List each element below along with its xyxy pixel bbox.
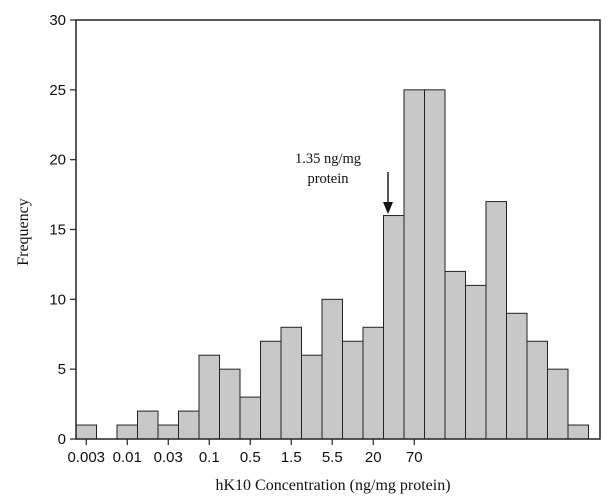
x-tick-label-3: 0.1 (199, 449, 220, 466)
x-tick-label-1: 0.01 (113, 449, 142, 466)
bar-18 (444, 270, 466, 440)
bar-7 (219, 368, 241, 440)
bar-16 (403, 89, 425, 440)
bar-19 (465, 284, 487, 440)
y-axis-ticks: 0 5 10 15 20 25 30 (49, 12, 76, 448)
x-tick-label-6: 5.5 (322, 449, 343, 466)
x-tick-label-7: 20 (365, 449, 382, 466)
x-tick-label-8: 70 (406, 449, 423, 466)
bars-group (75, 89, 589, 440)
bar-23 (547, 368, 569, 440)
annotation-line-2: protein (307, 171, 349, 187)
annotation-line-1: 1.35 ng/mg (295, 151, 361, 167)
y-tick-label-5: 5 (58, 361, 66, 378)
y-tick-label-0: 0 (58, 431, 66, 448)
y-tick-label-15: 15 (49, 222, 66, 239)
bar-5 (178, 410, 200, 440)
bar-22 (526, 340, 548, 440)
y-tick-label-30: 30 (49, 12, 66, 29)
bar-2 (116, 424, 138, 440)
bar-20 (485, 201, 507, 440)
bar-3 (137, 410, 159, 440)
x-axis-ticks: 0.003 0.01 0.03 0.1 0.5 1.5 5.5 20 70 (67, 439, 423, 466)
bar-12 (321, 298, 343, 440)
y-axis-title: Frequency (15, 198, 32, 266)
bar-8 (239, 396, 261, 440)
x-axis-title: hK10 Concentration (ng/mg protein) (215, 477, 450, 494)
bar-4 (157, 424, 179, 440)
x-tick-label-2: 0.03 (154, 449, 183, 466)
x-tick-label-4: 0.5 (240, 449, 261, 466)
y-tick-label-20: 20 (49, 152, 66, 169)
bar-14 (362, 326, 384, 440)
y-tick-label-10: 10 (49, 291, 66, 308)
bar-11 (301, 354, 323, 440)
annotation-arrow-head (383, 202, 393, 214)
bar-24 (567, 424, 589, 440)
annotation: 1.35 ng/mg protein (295, 151, 393, 214)
bar-15 (383, 215, 405, 440)
bar-10 (280, 326, 302, 440)
x-tick-label-5: 1.5 (281, 449, 302, 466)
bar-9 (260, 340, 282, 440)
bar-6 (198, 354, 220, 440)
bar-13 (342, 340, 364, 440)
bar-17 (424, 89, 446, 440)
y-tick-label-25: 25 (49, 82, 66, 99)
x-tick-label-0: 0.003 (67, 449, 105, 466)
bar-0 (75, 424, 97, 440)
bar-21 (506, 312, 528, 440)
